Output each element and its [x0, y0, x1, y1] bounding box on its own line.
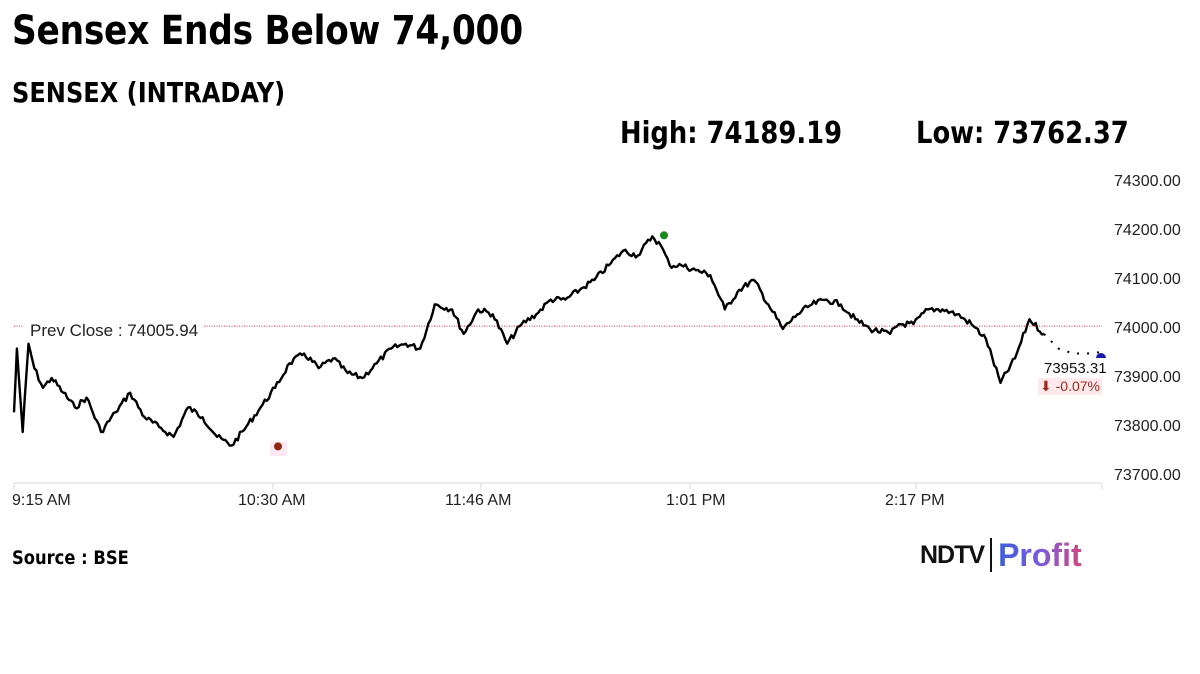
- y-tick-label: 73700.00: [1114, 467, 1181, 484]
- last-value-label: 73953.31: [1044, 360, 1107, 377]
- y-tick-label: 74100.00: [1114, 271, 1181, 288]
- source-label: Source : BSE: [12, 547, 129, 569]
- x-tick-label: 9:15 AM: [12, 492, 71, 509]
- x-tick-label: 1:01 PM: [666, 492, 726, 509]
- sensex-line: [12, 235, 1045, 447]
- last-marker-icon: [1096, 353, 1106, 358]
- headline: Sensex Ends Below 74,000: [12, 8, 523, 54]
- prev-close-label: Prev Close : 74005.94: [24, 321, 205, 341]
- logo-ndtv-text: NDTV: [920, 540, 985, 569]
- low-value: Low: 73762.37: [916, 116, 1129, 151]
- sensex-line-tail: [1043, 333, 1103, 355]
- high-marker-icon: [660, 231, 668, 240]
- y-tick-label: 74000.00: [1114, 320, 1181, 337]
- low-marker-icon: [274, 442, 282, 451]
- logo-profit-text: Profit: [998, 536, 1082, 573]
- logo-divider: [990, 538, 993, 572]
- y-tick-label: 74300.00: [1114, 173, 1181, 190]
- x-tick-label: 2:17 PM: [885, 492, 945, 509]
- y-tick-label: 73800.00: [1114, 418, 1181, 435]
- ndtv-profit-logo: NDTV Profit: [920, 536, 1082, 574]
- x-tick-label: 11:46 AM: [445, 492, 512, 509]
- change-percent-badge: ⬇ -0.07%: [1038, 378, 1102, 395]
- y-tick-label: 73900.00: [1114, 369, 1181, 386]
- x-tick-label: 10:30 AM: [238, 492, 306, 509]
- chart-title: SENSEX (INTRADAY): [12, 76, 286, 109]
- y-tick-label: 74200.00: [1114, 222, 1181, 239]
- high-value: High: 74189.19: [620, 116, 843, 151]
